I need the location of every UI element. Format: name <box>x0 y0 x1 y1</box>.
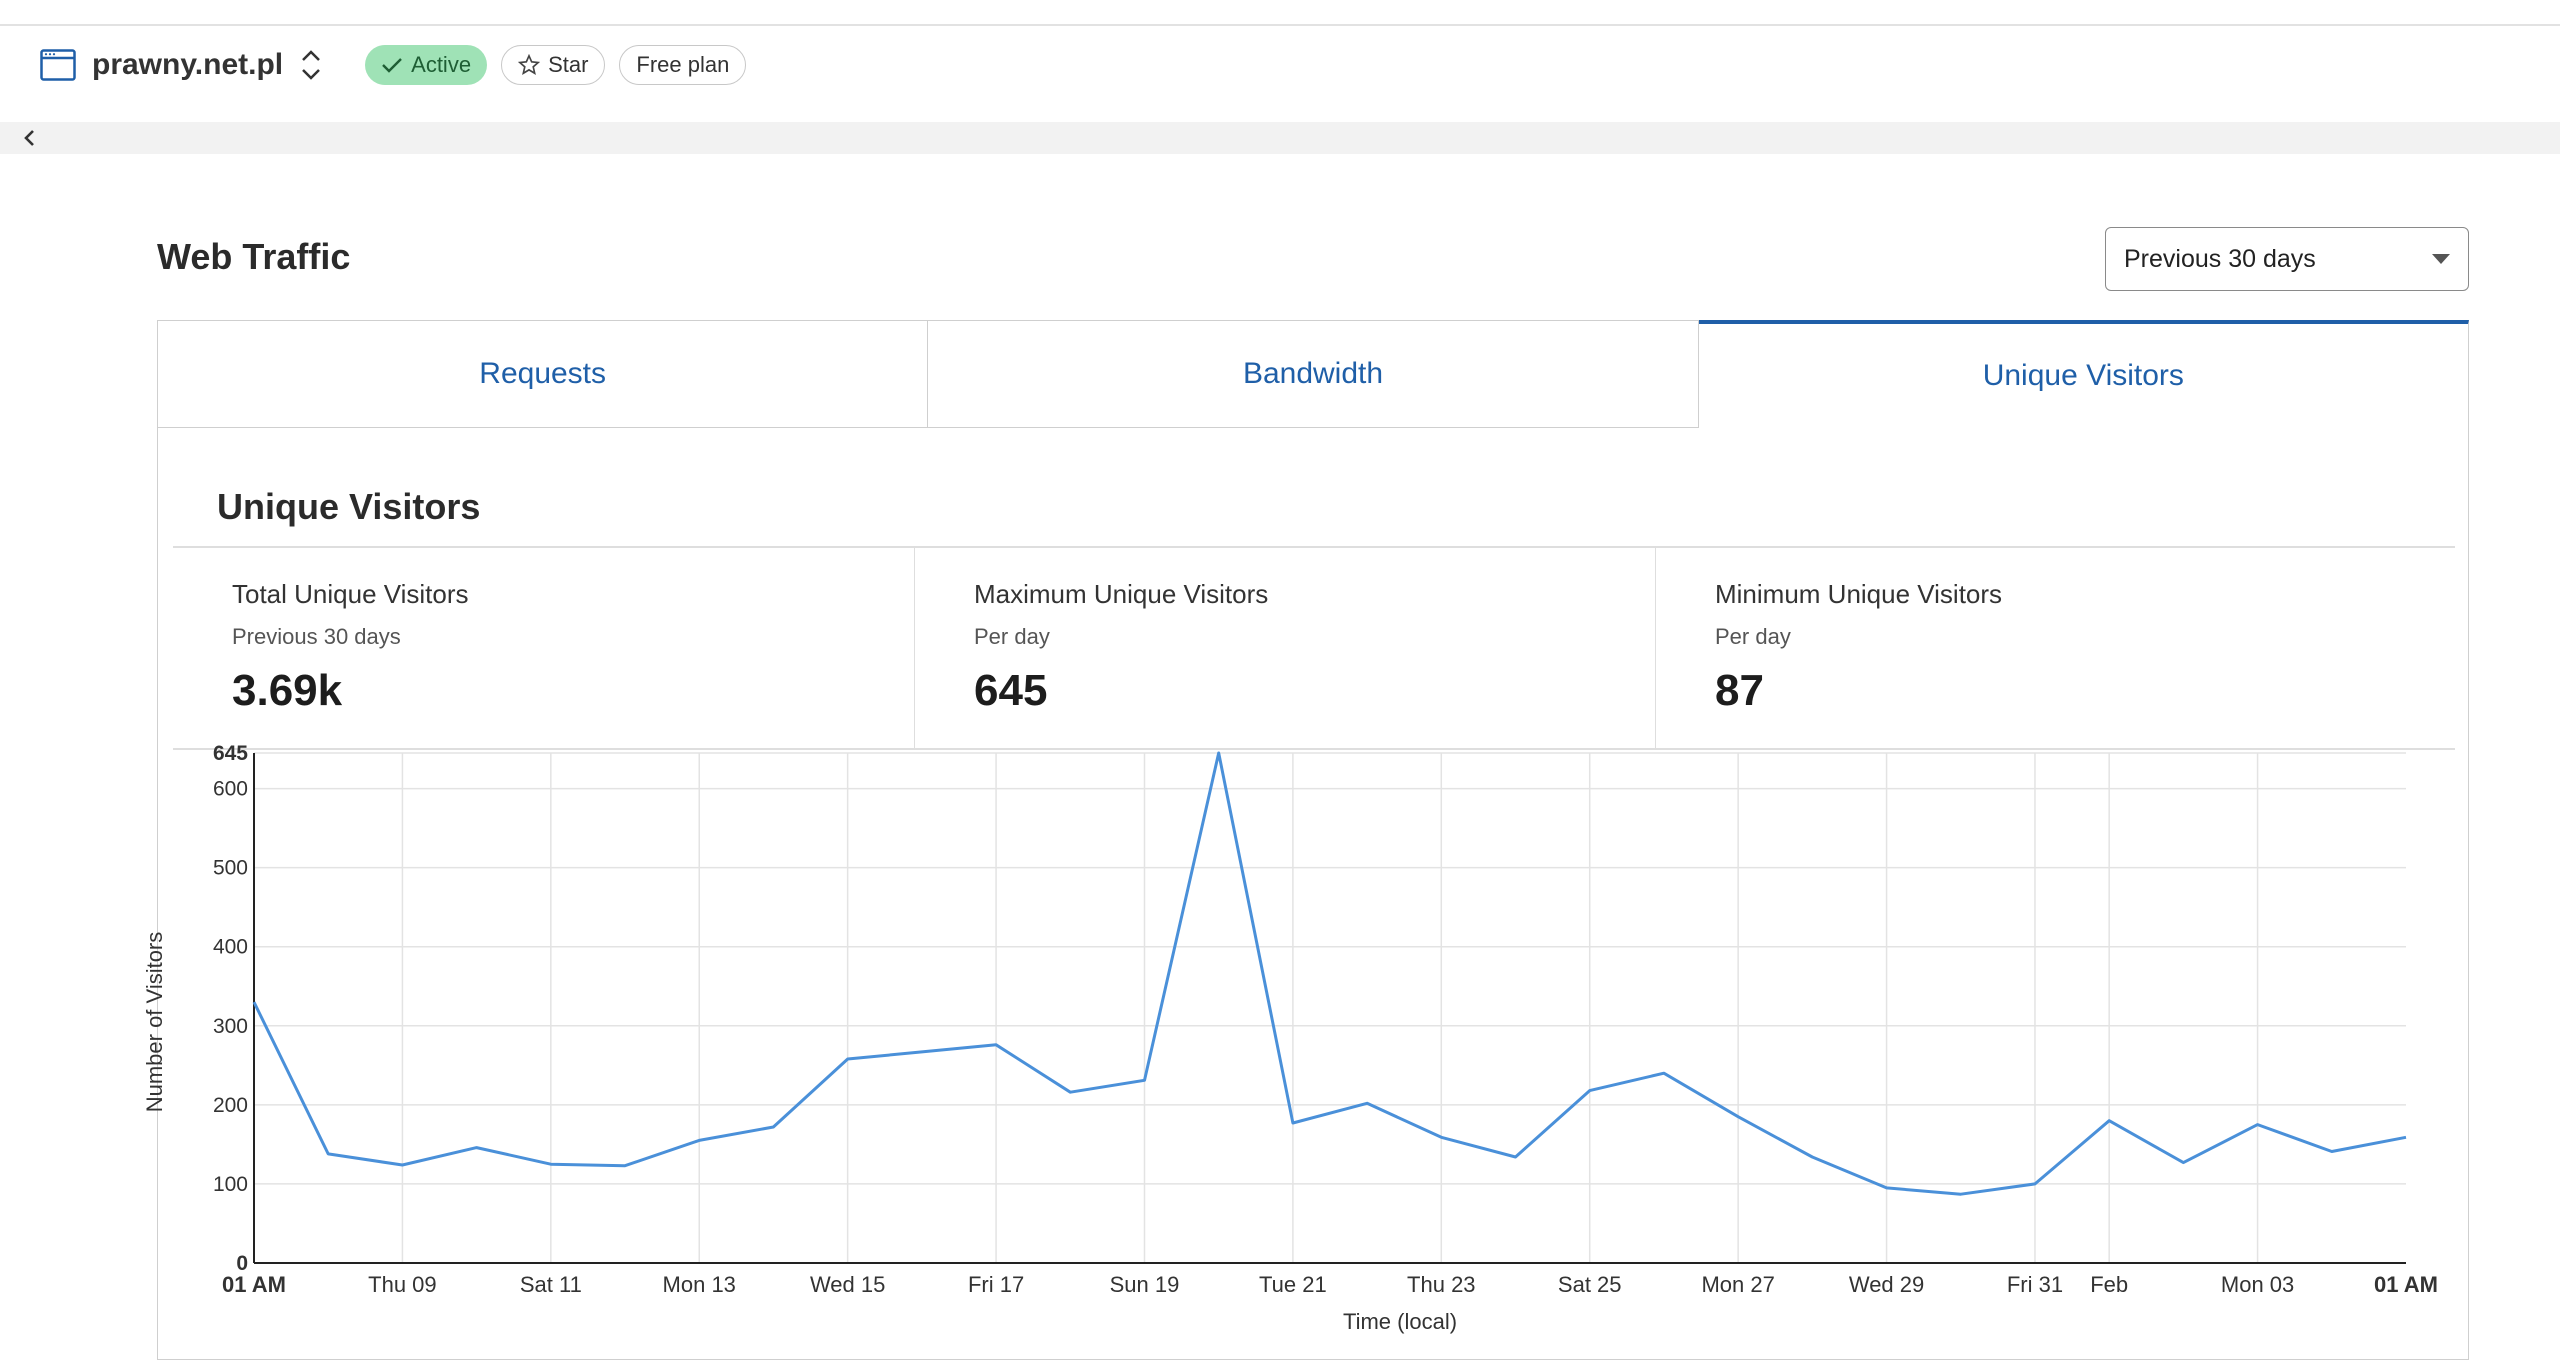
date-range-select[interactable]: Previous 30 days <box>2105 227 2469 291</box>
tab-unique-visitors[interactable]: Unique Visitors <box>1698 320 2469 428</box>
stat-value: 87 <box>1715 666 1764 715</box>
stat-minimum: Minimum Unique Visitors Per day 87 <box>1655 547 2455 749</box>
x-tick-label: Feb <box>2090 1272 2128 1297</box>
y-tick-label: 300 <box>213 1015 248 1038</box>
stat-title: Total Unique Visitors <box>232 579 469 609</box>
x-tick-label: Wed 15 <box>810 1272 885 1297</box>
x-tick-label: Tue 21 <box>1259 1272 1327 1297</box>
star-icon <box>518 54 541 75</box>
y-tick-label: 400 <box>213 936 248 959</box>
x-tick-label: Sun 19 <box>1110 1272 1180 1297</box>
stat-value: 645 <box>974 666 1048 715</box>
stat-maximum: Maximum Unique Visitors Per day 645 <box>914 547 1655 749</box>
divider <box>173 546 2455 548</box>
site-name: prawny.net.pl <box>92 48 284 81</box>
stat-title: Maximum Unique Visitors <box>974 579 1269 609</box>
x-tick-label: 01 AM <box>2374 1272 2438 1297</box>
x-tick-label: Thu 23 <box>1407 1272 1476 1297</box>
plan-badge[interactable]: Free plan <box>619 45 747 85</box>
star-button[interactable]: Star <box>501 45 606 85</box>
stat-title: Minimum Unique Visitors <box>1715 579 2003 609</box>
browser-window-icon <box>40 49 76 81</box>
date-range-value: Previous 30 days <box>2124 244 2316 273</box>
stat-value: 3.69k <box>232 666 343 715</box>
y-tick-label: 500 <box>213 857 248 880</box>
x-tick-label: Mon 03 <box>2221 1272 2294 1297</box>
x-tick-label: Mon 13 <box>663 1272 736 1297</box>
switch-site-chevron-icon[interactable] <box>297 46 325 84</box>
x-tick-label: 01 AM <box>222 1272 286 1297</box>
tab-requests[interactable]: Requests <box>157 320 929 428</box>
page-title: Web Traffic <box>157 236 351 277</box>
dropdown-caret-icon <box>2432 254 2450 264</box>
series-line <box>252 751 2407 1196</box>
x-tick-label: Thu 09 <box>368 1272 437 1297</box>
star-button-label: Star <box>548 52 589 77</box>
x-axis-label: Time (local) <box>1343 1309 1457 1334</box>
stat-subtitle: Previous 30 days <box>232 624 401 649</box>
y-axis-label: Number of Visitors <box>142 932 167 1113</box>
stat-total: Total Unique Visitors Previous 30 days 3… <box>173 547 914 749</box>
y-tick-label: 200 <box>213 1094 248 1117</box>
x-tick-label: Fri 31 <box>2007 1272 2063 1297</box>
x-tick-label: Fri 17 <box>968 1272 1024 1297</box>
y-tick-label: 600 <box>213 778 248 801</box>
stats-row: Total Unique Visitors Previous 30 days 3… <box>173 547 2455 749</box>
stat-subtitle: Per day <box>1715 624 1791 649</box>
y-tick-label: 0 <box>236 1252 248 1275</box>
x-tick-label: Sat 11 <box>520 1272 582 1297</box>
divider <box>173 748 2455 750</box>
x-tick-label: Wed 29 <box>1849 1272 1924 1297</box>
y-tick-label: 645 <box>213 742 248 765</box>
top-border <box>0 24 2560 26</box>
y-tick-label: 100 <box>213 1173 248 1196</box>
status-badge-label: Active <box>411 52 472 77</box>
collapse-chevron-left-icon[interactable] <box>16 124 44 152</box>
x-tick-label: Mon 27 <box>1701 1272 1774 1297</box>
traffic-tabs: Requests Bandwidth Unique Visitors <box>157 320 2469 428</box>
collapse-bar <box>0 122 2560 154</box>
tab-bandwidth[interactable]: Bandwidth <box>928 320 1699 428</box>
status-badge: Active <box>365 45 488 85</box>
check-icon <box>382 58 402 73</box>
stat-subtitle: Per day <box>974 624 1050 649</box>
x-tick-label: Sat 25 <box>1558 1272 1622 1297</box>
unique-visitors-heading: Unique Visitors <box>217 486 481 527</box>
site-header: prawny.net.pl Active Star Free plan <box>40 42 747 88</box>
